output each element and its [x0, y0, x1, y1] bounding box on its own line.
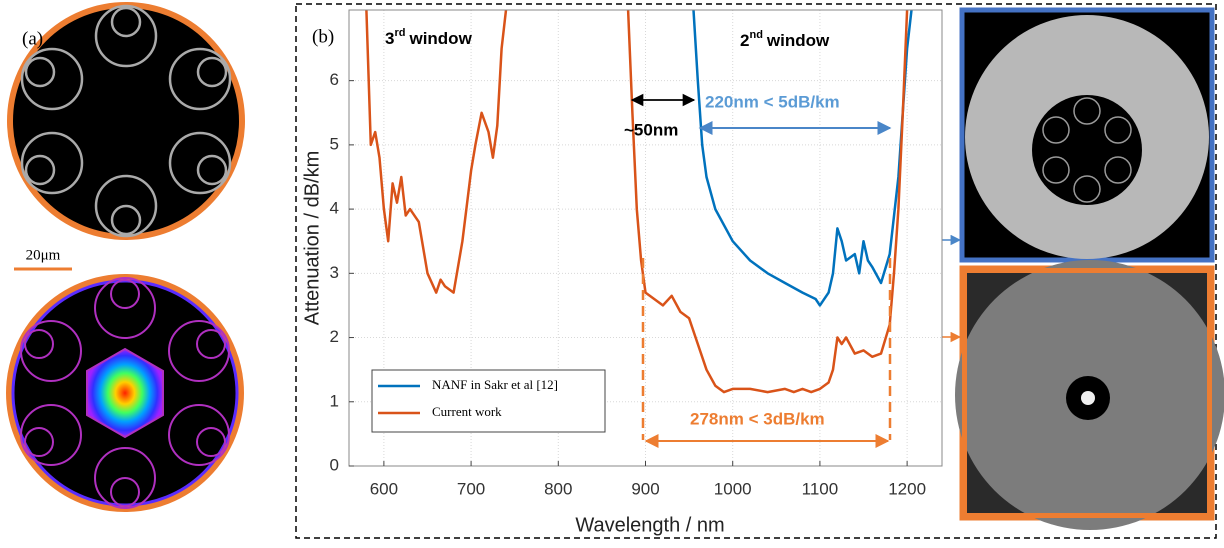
legend-label: Current work [432, 404, 502, 419]
panel-label: (b) [312, 26, 334, 47]
series-line [692, 10, 913, 307]
x-tick-label: 900 [631, 479, 659, 498]
x-tick-label: 700 [457, 479, 485, 498]
y-axis-label: Attenuation / dB/km [301, 151, 323, 326]
scale-bar-label: 20μm [26, 247, 61, 263]
x-tick-label: 1200 [888, 479, 926, 498]
x-tick-label: 1000 [714, 479, 752, 498]
x-tick-label: 1100 [802, 479, 839, 498]
annotation: 2nd window [740, 29, 830, 51]
annotation: 3rd window [385, 27, 473, 49]
legend: NANF in Sakr et al [12] Current work [371, 369, 606, 433]
x-axis-label: Wavelength / nm [575, 514, 724, 536]
x-tick-label: 800 [544, 479, 572, 498]
y-tick-label: 1 [330, 391, 339, 410]
fiber-image-top [7, 2, 245, 240]
annotation: 220nm < 5dB/km [705, 92, 840, 111]
legend-label: NANF in Sakr et al [12] [432, 377, 558, 392]
panel-frame [295, 3, 1217, 539]
panel-label: (a) [22, 28, 43, 49]
x-tick-label: 600 [370, 479, 398, 498]
sem-image-nanf [959, 7, 1215, 263]
sem-image-current [955, 260, 1224, 530]
y-tick-label: 0 [330, 455, 339, 474]
y-tick-label: 2 [330, 327, 339, 346]
y-tick-label: 4 [330, 199, 339, 218]
y-tick-label: 5 [330, 134, 339, 153]
mode-image [6, 274, 244, 512]
annotation: ~50nm [624, 120, 678, 139]
annotation: 278nm < 3dB/km [690, 409, 825, 428]
series-line [365, 10, 909, 394]
y-tick-label: 3 [330, 263, 339, 282]
y-tick-label: 6 [330, 70, 339, 89]
